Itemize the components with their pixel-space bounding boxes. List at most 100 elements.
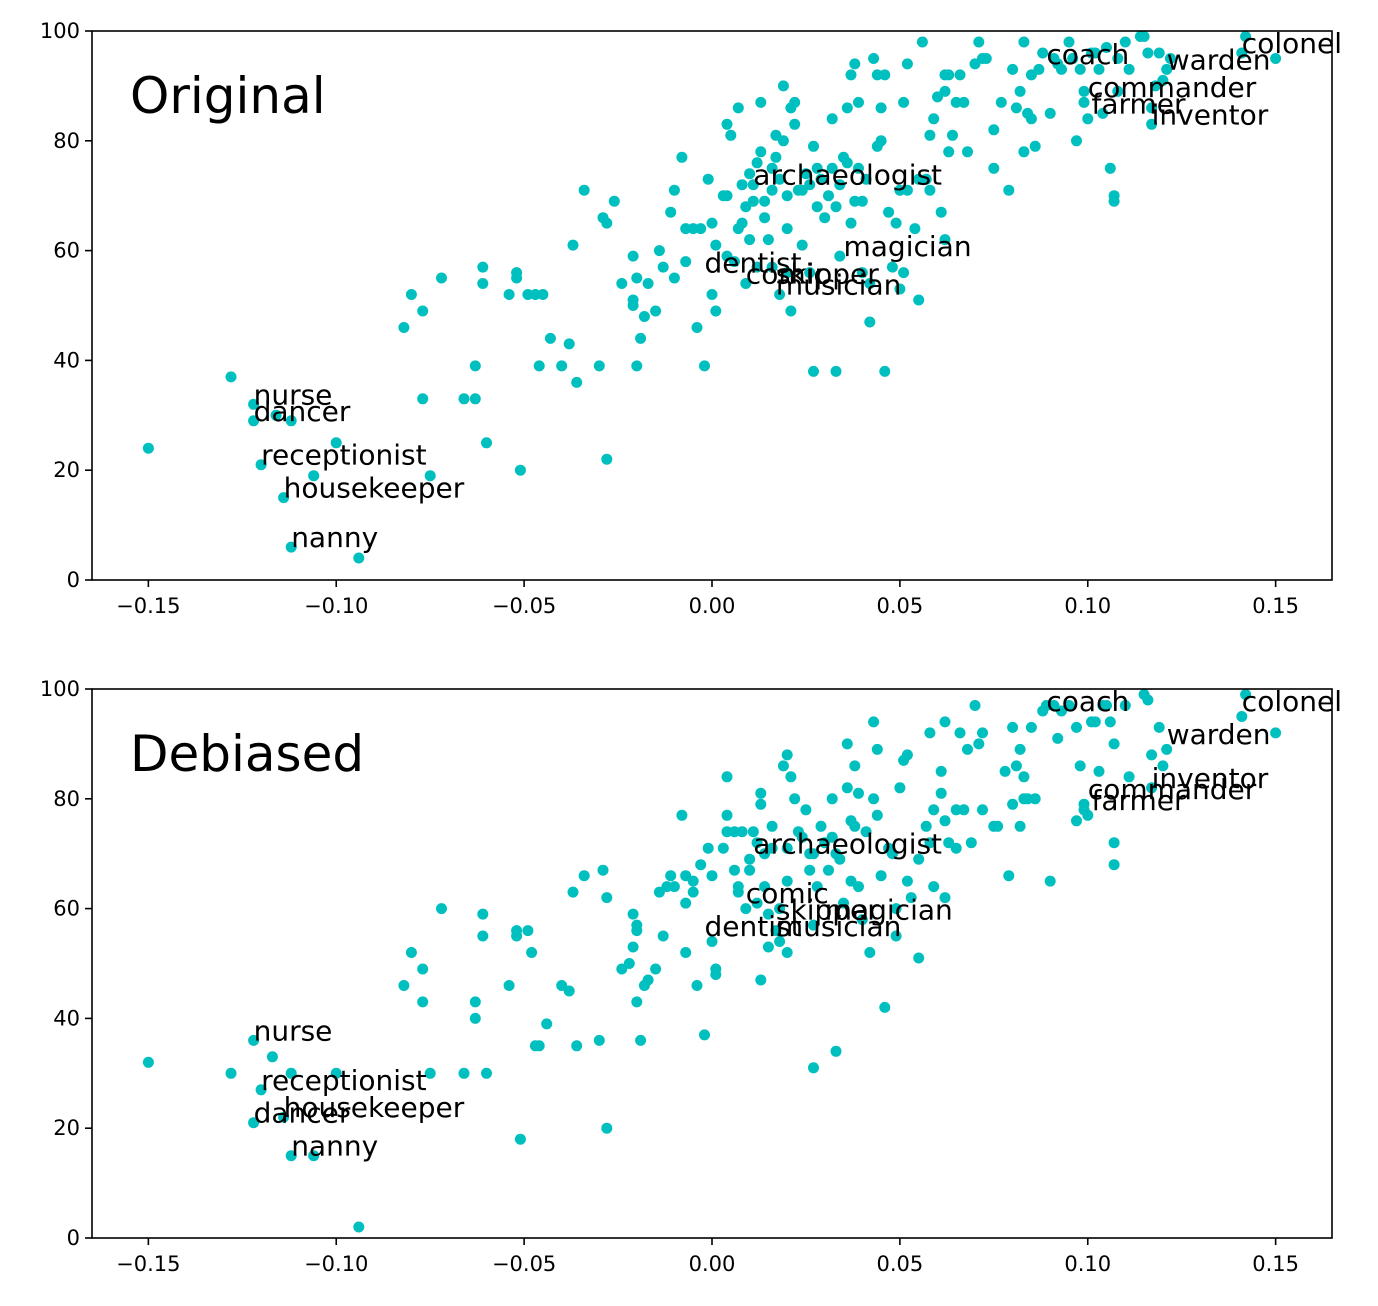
scatter-point	[308, 1150, 320, 1162]
scatter-point	[875, 870, 887, 882]
scatter-point	[642, 974, 654, 986]
scatter-point	[424, 1067, 436, 1079]
scatter-point	[744, 168, 756, 180]
scatter-point	[270, 409, 282, 421]
scatter-point	[815, 173, 827, 185]
scatter-point	[1071, 721, 1082, 733]
scatter-point	[879, 365, 891, 377]
scatter-point	[514, 1133, 526, 1145]
y-tick-label: 0	[67, 568, 80, 592]
scatter-points	[142, 689, 1282, 1233]
scatter-point	[405, 289, 417, 300]
point-label-coach: coach	[1046, 38, 1129, 71]
scatter-point	[1270, 53, 1282, 64]
scatter-point	[721, 809, 733, 821]
x-tick-label: 0.10	[1064, 1252, 1111, 1276]
scatter-point	[1146, 102, 1158, 114]
scatter-point	[747, 826, 759, 838]
scatter-point	[676, 151, 688, 163]
scatter-point	[1240, 31, 1252, 42]
scatter-point	[1003, 184, 1015, 196]
y-tick-label: 20	[53, 1116, 80, 1140]
scatter-point	[1007, 721, 1019, 733]
scatter-point	[947, 129, 958, 141]
scatter-point	[544, 332, 556, 344]
scatter-point	[755, 974, 767, 986]
scatter-point	[781, 223, 793, 235]
scatter-point	[789, 96, 801, 108]
point-label-coach: coach	[1046, 685, 1129, 718]
scatter-point	[830, 201, 842, 213]
scatter-point	[864, 316, 876, 328]
scatter-point	[1078, 85, 1090, 97]
scatter-point	[1157, 760, 1169, 772]
scatter-point	[890, 930, 902, 942]
scatter-point	[248, 398, 260, 410]
scatter-point	[1101, 700, 1112, 711]
scatter-point	[909, 223, 921, 235]
scatter-point	[766, 184, 778, 196]
scatter-point	[849, 58, 861, 70]
x-axis: −0.15 −0.10 −0.05 0.00 0.05 0.10 0.15	[116, 580, 1299, 618]
scatter-point	[1010, 760, 1022, 772]
scatter-point	[943, 146, 955, 158]
scatter-point	[868, 716, 880, 728]
scatter-point	[631, 925, 643, 937]
scatter-point	[469, 996, 481, 1008]
scatter-point	[729, 864, 740, 876]
x-tick-label: −0.15	[116, 1252, 180, 1276]
point-label-nurse: nurse	[254, 1014, 333, 1047]
scatter-point	[1101, 42, 1112, 53]
scatter-point	[928, 113, 940, 125]
scatter-point	[928, 804, 940, 816]
scatter-point	[556, 360, 568, 372]
scatter-point	[1071, 815, 1082, 827]
scatter-point	[845, 69, 857, 81]
point-label-receptionist: receptionist	[261, 1064, 427, 1097]
x-tick-label: −0.05	[492, 594, 556, 618]
scatter-point	[901, 749, 913, 761]
scatter-point	[973, 738, 985, 750]
scatter-point	[759, 195, 771, 207]
scatter-point	[353, 552, 365, 564]
scatter-point	[811, 201, 823, 213]
scatter-point	[853, 881, 864, 893]
scatter-point	[571, 376, 583, 388]
scatter-point	[886, 848, 898, 860]
scatter-point	[1029, 140, 1041, 152]
scatter-point	[635, 332, 647, 344]
scatter-points	[142, 31, 1282, 564]
scatter-point	[1123, 771, 1135, 783]
scatter-point	[800, 804, 812, 816]
scatter-point	[353, 1221, 365, 1233]
scatter-point	[759, 881, 771, 893]
scatter-point	[1119, 36, 1131, 48]
scatter-point	[962, 146, 973, 158]
scatter-point	[533, 1040, 545, 1052]
scatter-point	[939, 234, 951, 246]
scatter-point	[601, 892, 613, 904]
scatter-point	[1146, 782, 1158, 794]
scatter-point	[796, 239, 808, 251]
scatter-point	[706, 289, 718, 300]
scatter-point	[826, 831, 838, 843]
scatter-point	[890, 217, 902, 229]
scatter-point	[755, 146, 767, 158]
scatter-point	[725, 129, 737, 141]
scatter-point	[1270, 727, 1282, 739]
scatter-point	[477, 930, 489, 942]
scatter-point	[706, 870, 718, 882]
x-tick-label: −0.10	[304, 594, 368, 618]
scatter-point	[977, 727, 988, 739]
scatter-point	[954, 727, 966, 739]
scatter-point	[1074, 760, 1086, 772]
scatter-point	[774, 173, 786, 185]
scatter-point	[308, 470, 320, 482]
scatter-point	[706, 217, 718, 229]
scatter-point	[935, 765, 947, 777]
scatter-point	[973, 36, 985, 48]
scatter-point	[721, 118, 733, 130]
point-label-colonel: colonel	[1242, 27, 1342, 60]
scatter-point	[481, 1067, 492, 1079]
scatter-point	[770, 925, 782, 937]
